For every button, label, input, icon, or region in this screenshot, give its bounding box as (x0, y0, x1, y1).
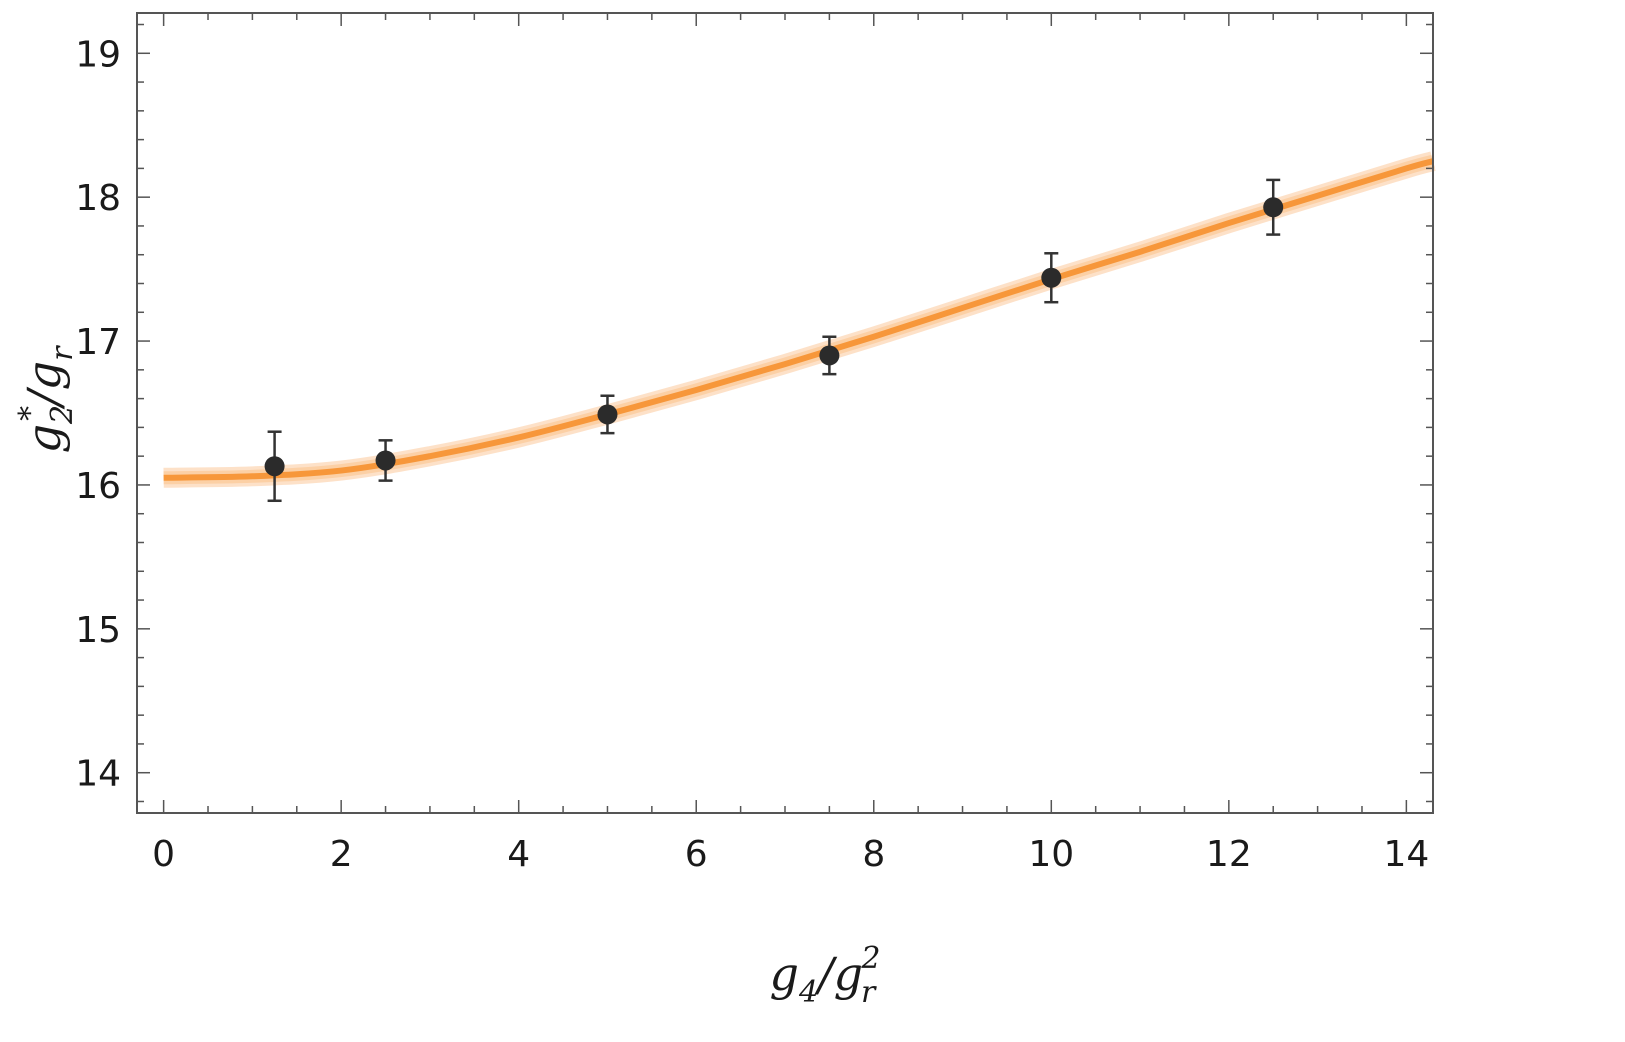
x-tick-label: 6 (685, 834, 708, 875)
x-tick-label: 0 (152, 834, 175, 875)
x-tick-label: 4 (507, 834, 530, 875)
x-tick-label: 2 (330, 834, 353, 875)
y-tick-label: 14 (75, 754, 121, 795)
fit-band (163, 151, 1436, 488)
plot-frame (136, 12, 1434, 814)
y-tick-label: 19 (75, 34, 121, 75)
x-tick-label: 14 (1383, 834, 1429, 875)
data-point (597, 404, 618, 425)
y-axis-label: g2*/gr (13, 345, 80, 454)
y-tick-label: 17 (75, 322, 121, 363)
y-tick-label: 18 (75, 178, 121, 219)
x-tick-label: 10 (1028, 834, 1074, 875)
data-point (1263, 197, 1284, 218)
fit-band-outer (163, 151, 1436, 488)
axis-ticks (137, 13, 1433, 813)
x-axis-label: g4/gr2 (770, 941, 881, 1010)
x-tick-label: 8 (862, 834, 885, 875)
y-tick-labels: 14 15 16 17 18 19 (75, 34, 121, 794)
y-tick-label: 16 (75, 466, 121, 507)
data-point (1041, 267, 1062, 288)
data-point (819, 345, 840, 366)
data-points (264, 197, 1284, 477)
data-point (264, 456, 285, 477)
x-tick-label: 12 (1206, 834, 1252, 875)
data-point (375, 450, 396, 471)
y-tick-label: 15 (75, 610, 121, 651)
x-tick-labels: 0 2 4 6 8 10 12 14 (152, 834, 1429, 875)
